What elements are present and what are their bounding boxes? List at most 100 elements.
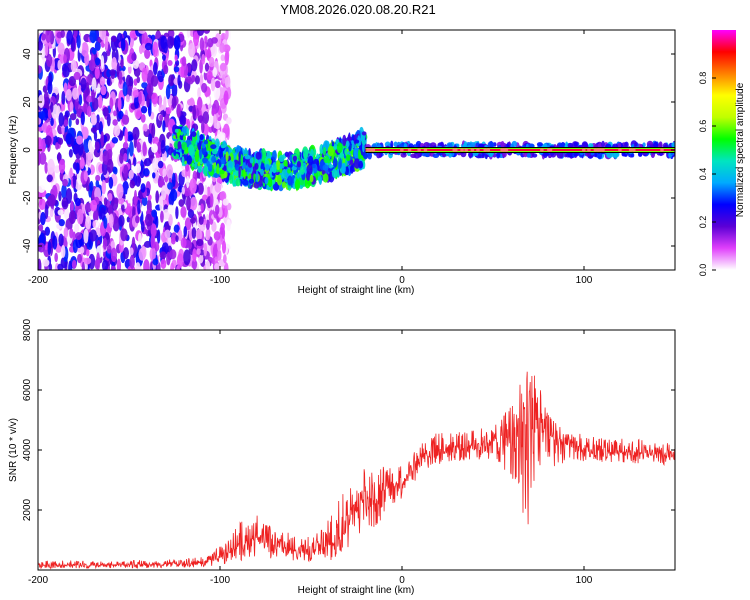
spectrogram-cell: [133, 94, 140, 109]
spectrogram-cell: [74, 197, 81, 207]
spectrogram-cell: [171, 96, 177, 109]
spectrogram-cell: [129, 30, 137, 39]
spectrogram-cell: [75, 118, 80, 126]
spectrogram-cell: [206, 160, 210, 167]
y-tick-label: 4000: [22, 438, 33, 461]
spectrogram-cell: [72, 173, 77, 190]
spectrogram-cell: [205, 96, 211, 105]
spectrogram-cell: [393, 141, 398, 148]
spectrogram-cell: [131, 52, 137, 61]
spectrogram-cell: [116, 258, 122, 270]
spectrogram-cell: [205, 227, 211, 241]
spectrogram-x-ticks: -200 -100 0 100: [28, 30, 593, 286]
spectrogram-cell: [76, 208, 84, 225]
spectrogram-cell: [144, 213, 153, 227]
spectrogram-cell: [150, 75, 159, 87]
spectrogram-cell: [180, 206, 187, 218]
spectrogram-cell: [120, 38, 126, 52]
spectrogram-cell: [144, 48, 151, 60]
y-tick-label: 40: [22, 48, 33, 60]
spectrogram-cell: [54, 165, 60, 174]
spectrogram-cell: [98, 94, 103, 109]
spectrogram-cell: [349, 159, 354, 166]
spectrogram-cell: [162, 54, 166, 61]
colorbar-ticks: 0.0 0.2 0.4 0.6 0.8: [698, 72, 716, 276]
spectrogram-cell: [289, 154, 293, 163]
spectrogram-cell: [121, 114, 130, 125]
spectrogram-cell: [255, 170, 259, 183]
spectrogram-cell: [111, 136, 119, 144]
carrier-peak: [483, 148, 488, 152]
spectrogram-cell: [181, 156, 185, 167]
spectrogram-cell: [72, 162, 78, 170]
spectrogram-cell: [180, 63, 185, 78]
spectrogram-cell: [200, 203, 204, 212]
spectrogram-cell: [151, 209, 158, 218]
spectrogram-cell: [186, 175, 190, 189]
spectrogram-cells: [38, 30, 675, 270]
spectrogram-cell: [57, 59, 62, 71]
spectrogram-cell: [138, 30, 146, 34]
spectrogram-cell: [278, 154, 285, 163]
spectrogram-cell: [186, 127, 190, 137]
spectrogram-cell: [141, 67, 148, 83]
spectrogram-cell: [166, 36, 174, 49]
spectrogram-cell: [47, 240, 52, 256]
spectrogram-cell: [163, 41, 168, 54]
spectrogram-cell: [43, 90, 49, 104]
spectrogram-cell: [322, 164, 329, 171]
spectrogram-cell: [121, 204, 125, 212]
spectrogram-cell: [167, 60, 173, 67]
spectrogram-cell: [101, 179, 106, 195]
spectrogram-cell: [137, 199, 141, 215]
x-tick-label: 0: [399, 275, 405, 286]
spectrogram-cell: [122, 247, 129, 260]
spectrogram-cell: [189, 178, 197, 194]
carrier-peak: [371, 148, 376, 152]
spectrogram-cell: [47, 158, 55, 175]
spectrogram-cell: [148, 84, 152, 100]
spectrogram-cell: [331, 168, 338, 179]
carrier-peak: [452, 148, 457, 152]
spectrogram-cell: [173, 35, 181, 51]
spectrogram-cell: [92, 220, 97, 228]
carrier-peak: [470, 148, 475, 152]
spectrogram-cell: [202, 111, 210, 124]
colorbar: 0.0 0.2 0.4 0.6 0.8 Normalized spectral ampl…: [698, 30, 746, 276]
spectrogram-cell: [81, 261, 85, 270]
spectrogram-cell: [342, 134, 347, 147]
carrier-peak: [460, 148, 464, 152]
spectrogram-cell: [133, 157, 137, 167]
spectrogram-cell: [209, 193, 214, 208]
spectrogram-cell: [287, 168, 291, 174]
spectrogram-cell: [358, 149, 361, 160]
spectrogram-cell: [531, 153, 538, 158]
spectrogram-cell: [173, 224, 180, 233]
spectrogram-cell: [214, 204, 220, 215]
spectrogram-cell: [38, 40, 43, 51]
spectrogram-cell: [106, 113, 111, 127]
spectrogram-cell: [61, 90, 66, 105]
spectrogram-cell: [120, 228, 128, 242]
spectrogram-cell: [63, 54, 67, 64]
spectrogram-cell: [331, 141, 335, 147]
spectrogram-cell: [38, 184, 46, 193]
spectrogram-cell: [69, 167, 73, 180]
spectrogram-cell: [191, 131, 197, 138]
carrier-line: [365, 149, 675, 151]
spectrogram-cell: [176, 253, 184, 268]
spectrogram-cell: [95, 180, 100, 188]
spectrogram-cell: [100, 131, 105, 147]
spectrogram-cell: [57, 263, 64, 270]
spectrogram-cell: [140, 220, 145, 233]
spectrogram-cell: [129, 180, 136, 189]
spectrogram-cell: [147, 194, 152, 201]
spectrogram-cell: [495, 151, 501, 159]
spectrogram-cell: [219, 42, 225, 54]
spectrogram-cell: [180, 237, 187, 249]
spectrogram-cell: [150, 223, 157, 238]
spectrogram-cell: [346, 154, 351, 162]
spectrogram-cell: [188, 241, 193, 250]
carrier-peak: [407, 148, 412, 152]
spectrogram-cell: [99, 206, 106, 221]
